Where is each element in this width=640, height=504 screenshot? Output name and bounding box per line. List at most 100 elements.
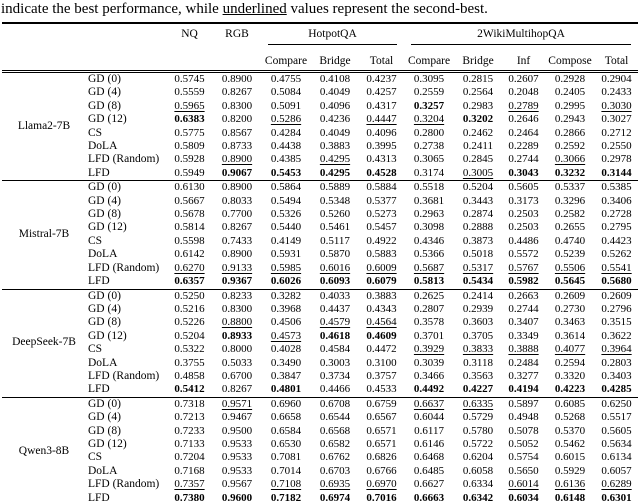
method-label: GD (0) [86, 396, 166, 412]
value-cell: 0.5461 [319, 221, 351, 234]
value-cell: 0.5598 [174, 234, 205, 247]
value-cell: 0.9467 [221, 411, 253, 424]
value-cell: 0.6009 [366, 261, 397, 274]
value-cell: 0.6335 [454, 396, 503, 412]
value-cell: 0.2800 [413, 126, 445, 139]
table-row: DoLA 0.7168 0.9533 0.7014 0.6703 0.6766 0.6485… [2, 465, 638, 478]
method-label: GD (8) [88, 99, 121, 112]
method-label: LFD [88, 383, 110, 396]
method-label: LFD (Random) [88, 478, 160, 491]
value-cell: 0.3406 [601, 194, 632, 207]
value-cell: 0.7213 [174, 411, 205, 424]
value-cell: 0.5889 [311, 180, 359, 195]
value-cell: 0.3296 [554, 194, 586, 207]
value-cell: 0.2728 [601, 208, 632, 221]
value-cell: 0.3883 [359, 288, 405, 303]
value-cell: 0.9571 [213, 396, 261, 412]
value-cell: 0.4077 [554, 343, 586, 356]
value-cell: 0.5348 [319, 194, 351, 207]
value-cell: 0.2963 [413, 208, 445, 221]
value-cell: 0.5377 [366, 194, 397, 207]
value-cell: 0.5864 [261, 180, 311, 195]
table-row: CS 0.5775 0.8567 0.4284 0.4049 0.4096 0.2800 0.… [2, 127, 638, 140]
value-cell: 0.4466 [319, 383, 351, 396]
value-cell: 0.5870 [319, 248, 351, 261]
table-row: LFD 0.5949 0.9067 0.5453 0.4295 0.4528 0.3174 0… [2, 167, 638, 181]
table-caption: indicate the best performance, while und… [1, 1, 640, 18]
value-cell: 0.6016 [319, 261, 351, 274]
value-cell: 0.2594 [554, 356, 586, 369]
value-cell: 0.2712 [601, 126, 632, 139]
value-cell: 0.7700 [221, 208, 253, 221]
value-cell: 0.3578 [413, 316, 445, 329]
value-cell: 0.4049 [319, 86, 351, 99]
value-cell: 0.8933 [221, 329, 253, 342]
col-group-label: RGB [225, 28, 249, 40]
value-cell: 0.8900 [213, 180, 261, 195]
value-cell: 0.4609 [366, 329, 397, 342]
value-cell: 0.3204 [413, 113, 445, 126]
value-cell: 0.4506 [270, 316, 302, 329]
value-cell: 0.3282 [261, 288, 311, 303]
value-cell: 0.6544 [319, 411, 351, 424]
method-label: GD (0) [86, 288, 166, 303]
value-cell: 0.8200 [221, 113, 253, 126]
value-cell: 0.4948 [508, 411, 539, 424]
value-cell: 0.3833 [462, 343, 494, 356]
value-cell: 0.3095 [404, 71, 455, 87]
value-cell: 0.3490 [270, 356, 302, 369]
value-cell: 0.4237 [359, 71, 405, 87]
table-row: Llama2-7B GD (0) 0.5745 0.8900 0.4755 0.4108 0… [2, 70, 639, 181]
value-cell: 0.4579 [319, 316, 351, 329]
value-cell: 0.2503 [508, 221, 539, 234]
value-cell: 0.5117 [320, 234, 350, 247]
corner-blank [2, 23, 166, 51]
value-cell: 0.4858 [174, 369, 205, 382]
value-cell: 0.6582 [319, 437, 351, 450]
col-group-label: 2WikiMultihopQA [411, 27, 632, 45]
method-label: CS [88, 343, 103, 356]
value-cell: 0.4584 [319, 343, 351, 356]
results-table: NQ RGB HotpotQA 2WikiMultihopQA Compare Bridg… [2, 22, 639, 504]
value-cell: 0.2939 [462, 302, 494, 315]
value-cell: 0.9133 [221, 261, 253, 274]
value-cell: 0.5982 [508, 275, 539, 288]
caption-text-before: indicate the best performance, while [1, 1, 223, 17]
value-cell: 0.3734 [319, 369, 351, 382]
value-cell: 0.3681 [413, 194, 445, 207]
value-cell: 0.7014 [270, 464, 302, 477]
value-cell: 0.6057 [601, 464, 632, 477]
value-cell: 0.4284 [270, 126, 302, 139]
value-cell: 0.2484 [508, 356, 539, 369]
table-row: GD (12) 0.5814 0.8267 0.5440 0.5461 0.5457 0.3… [2, 221, 638, 234]
value-cell: 0.6468 [413, 451, 445, 464]
value-cell: 0.6301 [601, 491, 632, 504]
value-cell: 0.6826 [366, 451, 397, 464]
value-cell: 0.5370 [554, 424, 586, 437]
value-cell: 0.5317 [462, 261, 494, 274]
value-cell: 0.7380 [174, 491, 205, 504]
col-group-label: NQ [181, 28, 198, 40]
subheader-bridge: Bridge [454, 51, 503, 73]
method-label: CS [88, 451, 103, 464]
value-cell: 0.2655 [554, 221, 586, 234]
col-group-2wikimultihopqa: 2WikiMultihopQA [404, 23, 638, 51]
value-cell: 0.2845 [462, 153, 494, 166]
value-cell: 0.8267 [221, 221, 253, 234]
table-row: GD (8) 0.5678 0.7700 0.5326 0.5260 0.5273 0.29… [2, 208, 638, 221]
method-label: GD (4) [88, 302, 121, 315]
table-row: CS 0.5322 0.8000 0.4028 0.4584 0.4472 0.3929 0.… [2, 343, 638, 356]
value-cell: 0.5985 [270, 261, 302, 274]
value-cell: 0.6117 [414, 424, 444, 437]
model-label: Mistral-7B [2, 180, 86, 289]
table-row: GD (4) 0.5667 0.8033 0.5494 0.5348 0.5377 0.36… [2, 195, 638, 208]
value-cell: 0.6058 [462, 464, 494, 477]
value-cell: 0.6014 [508, 478, 539, 491]
method-label: CS [88, 126, 103, 139]
value-cell: 0.3705 [462, 329, 494, 342]
value-cell: 0.3403 [601, 369, 632, 382]
caption-text-after: values represent the second-best. [286, 1, 488, 17]
value-cell: 0.5814 [174, 221, 205, 234]
table-row: DoLA 0.6142 0.8900 0.5931 0.5870 0.5883 0.5366… [2, 248, 638, 261]
table-row: GD (8) 0.5226 0.8800 0.4506 0.4579 0.4564 0.35… [2, 316, 638, 329]
